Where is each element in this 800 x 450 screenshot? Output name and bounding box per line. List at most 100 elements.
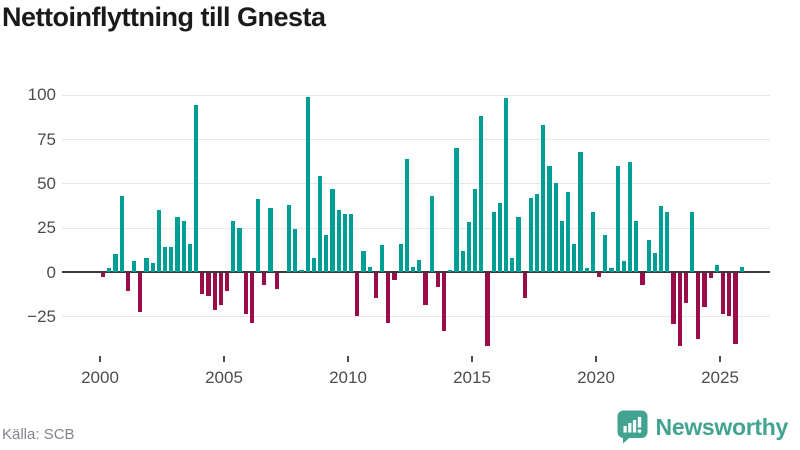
bar-2023Q3 xyxy=(683,273,689,304)
bar-2002Q1 xyxy=(150,263,155,272)
bar-2014Q2 xyxy=(454,147,459,272)
brand-name: Newsworthy xyxy=(655,413,789,440)
bar-2002Q2 xyxy=(156,209,162,272)
bar-2019Q2 xyxy=(578,151,583,272)
brand-logo: Newsworthy xyxy=(617,410,788,444)
bar-2010Q3 xyxy=(361,250,366,272)
x-tick-label-2000: 2000 xyxy=(81,368,119,387)
bar-2015Q4 xyxy=(491,211,496,272)
bar-2025Q4 xyxy=(739,266,744,272)
x-tick-label-2025: 2025 xyxy=(701,368,739,387)
bar-2005Q1 xyxy=(224,273,230,291)
bar-2003Q4 xyxy=(193,105,199,272)
bar-2024Q4 xyxy=(714,264,720,272)
bar-2021Q2 xyxy=(627,162,633,272)
bar-2013Q4 xyxy=(441,273,447,332)
x-tick-label-2015: 2015 xyxy=(453,368,491,387)
bar-2006Q3 xyxy=(262,273,267,286)
bar-2007Q3 xyxy=(286,204,292,272)
bar-2010Q4 xyxy=(367,266,372,272)
bar-chart-speech-bubble-icon xyxy=(617,410,648,444)
x-tick-label-2020: 2020 xyxy=(577,368,615,387)
bar-2016Q4 xyxy=(516,217,521,272)
bar-2012Q2 xyxy=(404,158,410,272)
y-tick-label-75: 75 xyxy=(37,129,56,149)
chart-title: Nettoinflyttning till Gnesta xyxy=(2,2,326,32)
gridline-100 xyxy=(62,94,770,96)
bar-2009Q2 xyxy=(330,188,335,272)
bar-2024Q2 xyxy=(702,273,707,307)
bar-2014Q3 xyxy=(460,250,465,272)
bar-2020Q4 xyxy=(615,165,620,272)
bar-2025Q3 xyxy=(733,273,738,344)
bar-2023Q2 xyxy=(677,273,682,346)
bar-2000Q3 xyxy=(113,254,118,272)
y-tick-label--25: −25 xyxy=(27,306,56,326)
x-tick-mark-2005 xyxy=(223,356,225,362)
bar-2005Q3 xyxy=(237,227,242,272)
bar-2011Q3 xyxy=(386,273,391,323)
bar-2002Q4 xyxy=(169,247,174,272)
x-tick-label-2005: 2005 xyxy=(205,368,243,387)
bar-2001Q3 xyxy=(138,273,143,312)
bar-2015Q3 xyxy=(485,273,490,346)
bar-2019Q3 xyxy=(584,268,589,272)
bar-2012Q4 xyxy=(417,259,422,272)
bar-2000Q1 xyxy=(100,273,106,277)
bar-2006Q4 xyxy=(268,208,273,272)
bar-2016Q3 xyxy=(510,257,515,272)
bar-2022Q1 xyxy=(646,240,651,272)
bar-2007Q4 xyxy=(293,229,298,272)
gridline-25 xyxy=(62,227,770,229)
bar-2003Q3 xyxy=(187,243,193,272)
bar-2020Q3 xyxy=(609,268,614,272)
y-tick-label-50: 50 xyxy=(37,173,56,193)
x-tick-mark-2010 xyxy=(347,356,349,362)
bar-2022Q3 xyxy=(658,206,664,272)
bar-2009Q1 xyxy=(324,234,329,272)
bar-2018Q1 xyxy=(547,165,552,272)
bar-2003Q1 xyxy=(175,217,180,272)
bar-2018Q2 xyxy=(553,183,558,272)
bar-2009Q3 xyxy=(336,209,341,272)
bar-2005Q2 xyxy=(231,220,236,272)
y-tick-label-0: 0 xyxy=(46,262,56,282)
bar-2025Q1 xyxy=(720,273,726,314)
bar-2003Q2 xyxy=(181,220,186,272)
y-tick-label-100: 100 xyxy=(27,85,56,105)
bar-2023Q1 xyxy=(671,273,676,325)
bar-2019Q1 xyxy=(572,243,577,272)
bar-2004Q4 xyxy=(218,273,224,305)
gridline-75 xyxy=(62,139,770,141)
bar-2004Q1 xyxy=(200,273,205,295)
bar-2007Q1 xyxy=(274,273,279,289)
bar-2017Q1 xyxy=(522,273,527,298)
bar-2006Q2 xyxy=(255,199,261,272)
bar-2019Q4 xyxy=(590,211,596,272)
x-tick-mark-2020 xyxy=(595,356,597,362)
bar-2013Q2 xyxy=(429,195,434,272)
bar-2010Q1 xyxy=(348,213,354,272)
bar-2006Q1 xyxy=(249,273,255,323)
bar-2008Q3 xyxy=(311,257,317,272)
bar-2025Q2 xyxy=(727,273,732,316)
bar-2017Q2 xyxy=(528,197,534,272)
bar-2011Q2 xyxy=(379,245,385,272)
x-tick-mark-2000 xyxy=(99,356,101,362)
x-tick-mark-2015 xyxy=(471,356,473,362)
bar-2021Q1 xyxy=(621,261,627,272)
bar-2004Q3 xyxy=(212,273,217,311)
bar-2016Q1 xyxy=(497,202,503,272)
bar-2020Q1 xyxy=(596,273,602,277)
bar-2008Q4 xyxy=(317,176,323,272)
bar-2001Q4 xyxy=(144,257,149,272)
bar-2000Q4 xyxy=(119,195,124,272)
gridline-50 xyxy=(62,183,770,185)
bar-2009Q4 xyxy=(342,213,348,272)
bar-2008Q1 xyxy=(299,270,304,272)
bar-2018Q3 xyxy=(559,220,565,272)
bar-2008Q2 xyxy=(305,96,310,272)
bar-2001Q2 xyxy=(131,261,137,272)
bar-2024Q1 xyxy=(696,273,701,339)
y-tick-label-25: 25 xyxy=(37,218,56,238)
